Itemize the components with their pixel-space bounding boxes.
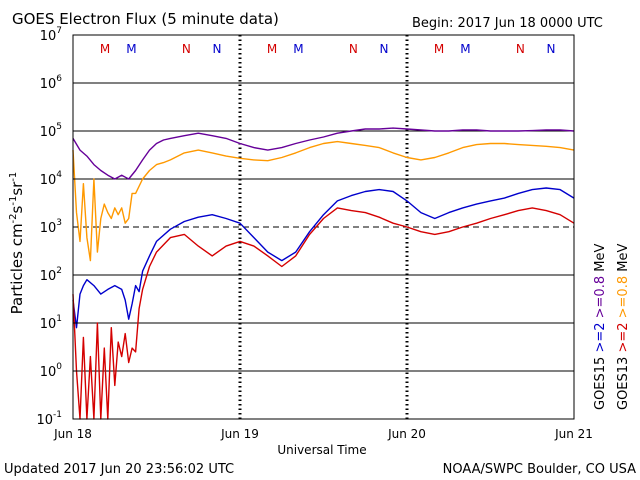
y-tick-label: 107 [40,26,62,44]
x-tick-label: Jun 21 [554,427,593,441]
begin-date: Begin: 2017 Jun 18 0000 UTC [412,16,603,31]
day-divider-dashes [238,35,409,419]
x-tick-label: Jun 18 [53,427,92,441]
x-axis-label: Universal Time [277,443,366,457]
y-tick-exp: -1 [53,410,62,420]
legend-entry: >=0.8 [616,276,631,323]
y-tick-exp: 1 [56,314,62,324]
marker-N: N [349,42,358,56]
y-tick-exp: 3 [56,218,62,228]
y-tick-label: 102 [40,266,62,284]
series-line-3 [72,187,575,329]
credit-line: NOAA/SWPC Boulder, CO USA [443,462,636,477]
series-lines [72,127,575,420]
x-tick-label: Jun 19 [220,427,259,441]
legend-column-1: GOES15 >=2 >=0.8 MeV [593,244,608,410]
series-line-2 [72,140,575,262]
y-tick-exp: 5 [56,122,62,132]
series-line-4 [72,207,575,420]
y-tick-base: 10 [36,413,53,428]
marker-M: M [434,42,444,56]
x-tick-labels: Jun 18 Jun 19 Jun 20 Jun 21 [53,427,593,441]
y-tick-base: 10 [40,317,57,332]
y-axis-label: Particles cm-2s-1sr-1 [8,172,26,315]
marker-M: M [126,42,136,56]
y-tick-label: 100 [40,362,63,380]
legend-entry: MeV [593,244,608,276]
y-tick-exp: 6 [56,74,62,84]
updated-timestamp: Updated 2017 Jun 20 23:56:02 UTC [4,462,234,477]
y-tick-exp: 4 [56,170,62,180]
y-tick-base: 10 [40,365,57,380]
legend-entry: GOES13 [616,353,631,410]
y-tick-label: 104 [40,170,63,188]
y-tick-base: 10 [40,269,57,284]
legend-entry: MeV [616,244,631,276]
chart-title: GOES Electron Flux (5 minute data) [12,10,279,28]
marker-M: M [100,42,110,56]
y-tick-label: 101 [40,314,62,332]
marker-M: M [293,42,303,56]
legend-column-2: GOES13 >=2 >=0.8 MeV [616,244,631,410]
marker-N: N [547,42,556,56]
y-tick-exp: 0 [56,362,62,372]
y-tick-label: 105 [40,122,62,140]
marker-M: M [460,42,470,56]
legend-entry: >=2 [616,322,631,352]
y-tick-base: 10 [40,125,57,140]
legend-entry: >=2 [593,322,608,352]
y-tick-base: 10 [40,173,57,188]
y-tick-label: 10-1 [36,410,62,428]
y-tick-exp: 7 [56,26,62,36]
marker-N: N [380,42,389,56]
legend-entry: >=0.8 [593,276,608,323]
marker-M: M [267,42,277,56]
y-tick-base: 10 [40,29,57,44]
marker-N: N [182,42,191,56]
y-tick-base: 10 [40,221,57,236]
series-line-1 [72,127,575,180]
y-tick-base: 10 [40,77,57,92]
marker-N: N [516,42,525,56]
marker-N: N [213,42,222,56]
y-tick-label: 103 [40,218,62,236]
x-tick-label: Jun 20 [387,427,426,441]
y-tick-exp: 2 [56,266,62,276]
legend-entry: GOES15 [593,353,608,410]
y-tick-label: 106 [40,74,63,92]
